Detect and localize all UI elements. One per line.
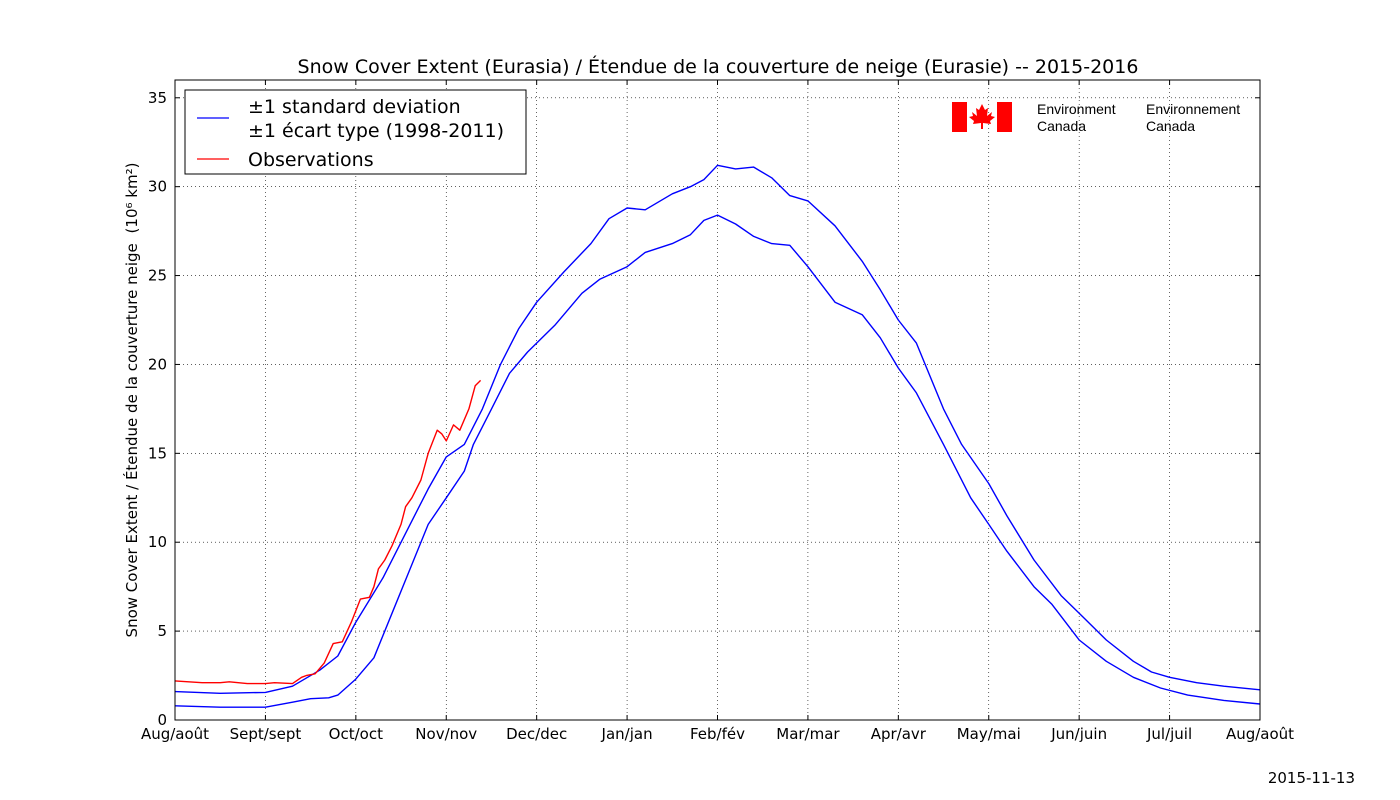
- x-tick-label: Feb/fév: [690, 725, 745, 743]
- series-std-lower-line: [174, 214, 1261, 708]
- x-tick-label: Aug/août: [141, 725, 209, 743]
- grid: [175, 80, 1260, 720]
- legend-label-std-fr: ±1 écart type (1998-2011): [248, 120, 504, 142]
- x-tick-label: Apr/avr: [871, 725, 927, 743]
- y-tick-label: 0: [157, 711, 167, 729]
- x-tick-label: May/mai: [957, 725, 1021, 743]
- x-tick-label: Dec/dec: [506, 725, 567, 743]
- logo-english-line2: Canada: [1037, 118, 1086, 134]
- y-axis-label-text: Snow Cover Extent / Étendue de la couver…: [122, 243, 141, 637]
- y-tick-label: 10: [148, 533, 167, 551]
- chart-title: Snow Cover Extent (Eurasia) / Étendue de…: [298, 55, 1139, 78]
- footer-date: 2015-11-13: [1268, 769, 1355, 787]
- series-layer: [174, 164, 1261, 708]
- x-tick-label: Oct/oct: [329, 725, 383, 743]
- logo-english-line1: Environment: [1037, 101, 1116, 117]
- y-axis-label: Snow Cover Extent / Étendue de la couver…: [122, 163, 141, 638]
- environment-canada-logo: Environment Canada Environnement Canada: [952, 101, 1240, 134]
- legend: ±1 standard deviation ±1 écart type (199…: [184, 89, 527, 175]
- legend-box: [184, 89, 527, 175]
- x-tick-label: Nov/nov: [415, 725, 477, 743]
- x-tick-label: Mar/mar: [776, 725, 840, 743]
- x-tick-label: Sept/sept: [230, 725, 302, 743]
- canada-flag-icon: [952, 102, 1012, 132]
- series-observations-line: [174, 379, 482, 685]
- logo-french-line2: Canada: [1146, 118, 1195, 134]
- x-tick-label: Jan/jan: [601, 725, 653, 743]
- y-tick-label: 20: [148, 355, 167, 373]
- y-tick-label: 15: [148, 444, 167, 462]
- x-tick-label: Jul/juil: [1146, 725, 1192, 743]
- y-tick-label: 30: [148, 178, 167, 196]
- y-tick-label: 5: [157, 622, 167, 640]
- y-tick-label: 25: [148, 267, 167, 285]
- series-std-upper-line: [174, 164, 1261, 694]
- y-axis-label-units: (10⁶ km²): [123, 163, 141, 234]
- logo-french-line1: Environnement: [1146, 101, 1240, 117]
- legend-label-std-en: ±1 standard deviation: [248, 96, 461, 118]
- ticks: Aug/août Sept/sept Oct/oct Nov/nov Dec/dec Ja…: [141, 80, 1294, 743]
- x-tick-label: Jun/juin: [1050, 725, 1107, 743]
- maple-leaf-icon: [969, 104, 995, 129]
- x-tick-label: Aug/août: [1226, 725, 1294, 743]
- legend-label-obs: Observations: [248, 149, 374, 171]
- y-tick-label: 35: [148, 89, 167, 107]
